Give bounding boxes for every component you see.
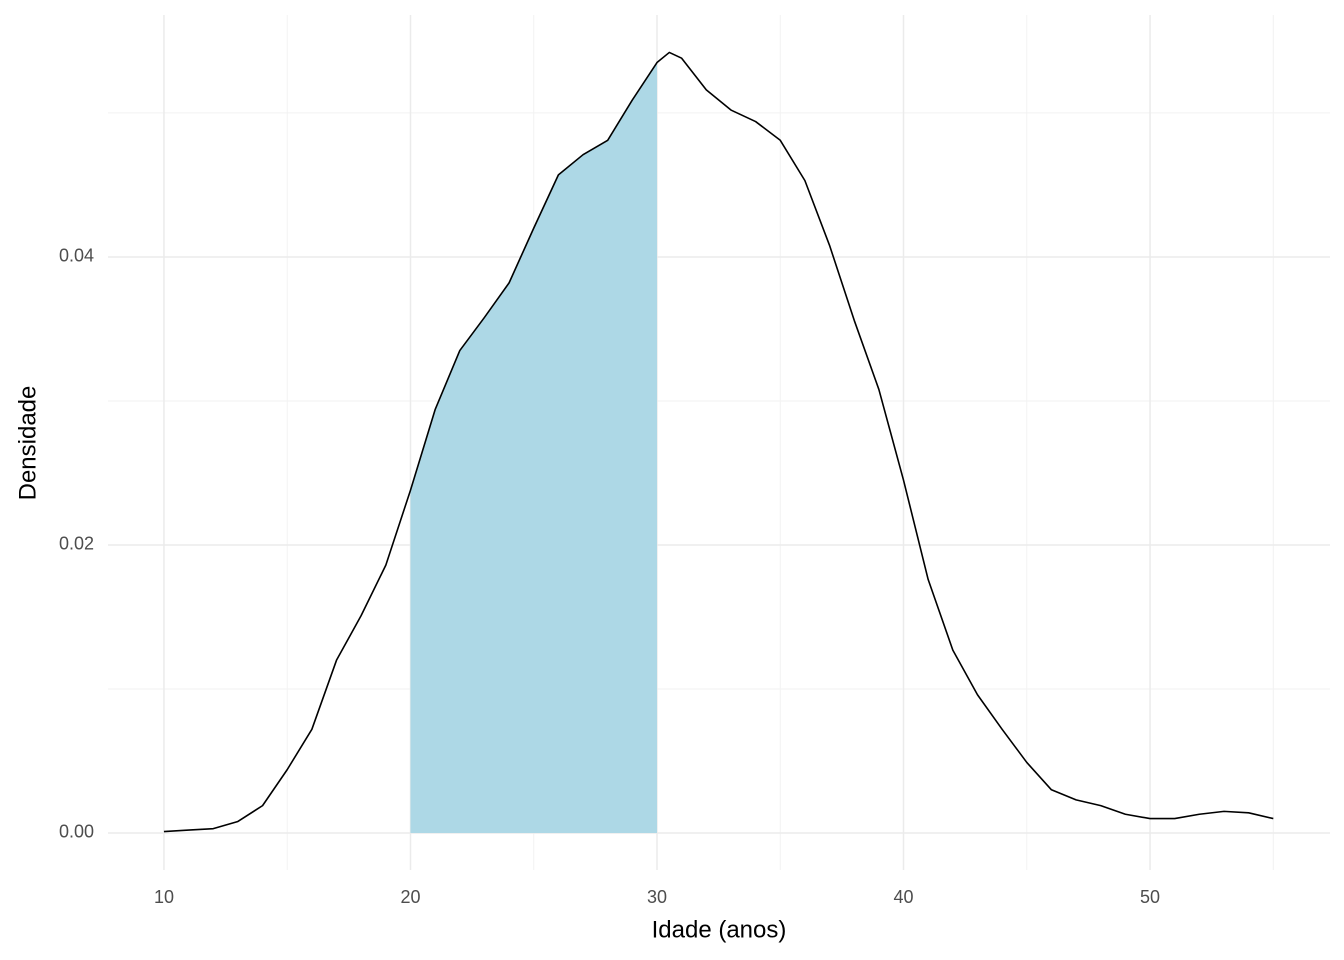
x-tick-label: 30 [647, 887, 667, 907]
y-tick-label: 0.02 [59, 534, 94, 554]
y-axis-title: Densidade [14, 386, 41, 501]
highlight-area [410, 62, 658, 833]
x-tick-label: 40 [894, 887, 914, 907]
density-line [163, 51, 1274, 833]
y-tick-label: 0.00 [59, 822, 94, 842]
x-tick-label: 10 [154, 887, 174, 907]
x-axis-title: Idade (anos) [652, 916, 787, 943]
x-tick-label: 50 [1140, 887, 1160, 907]
y-tick-label: 0.04 [59, 246, 94, 266]
x-tick-label: 20 [400, 887, 420, 907]
